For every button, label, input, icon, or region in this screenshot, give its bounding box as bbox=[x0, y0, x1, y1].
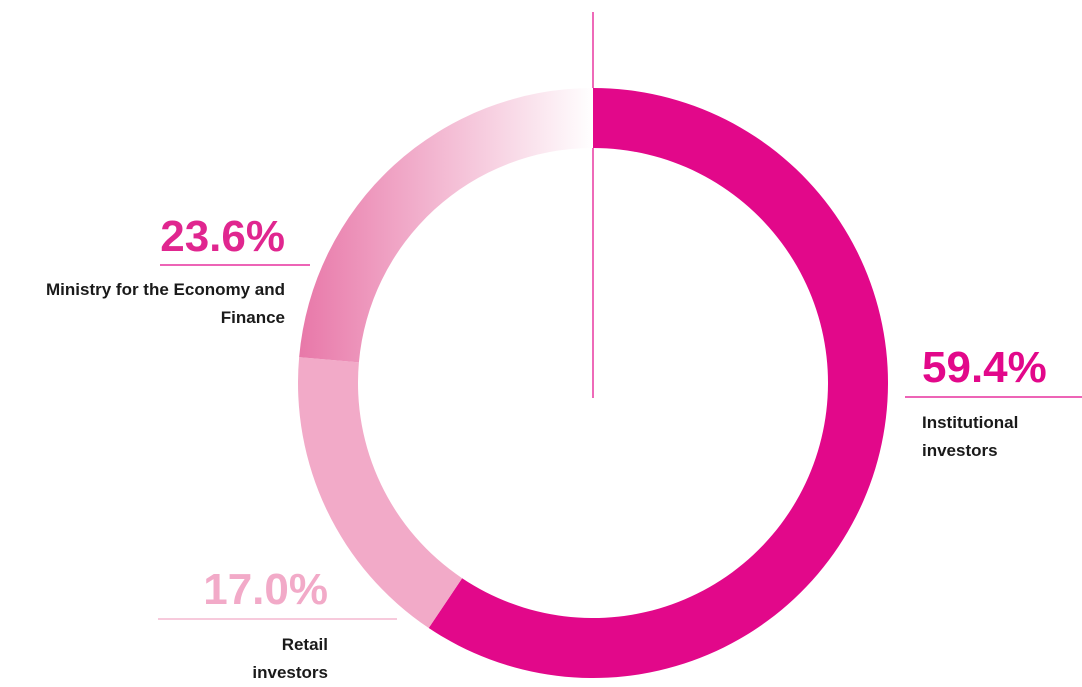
category-label: Institutional investors bbox=[922, 413, 1019, 460]
value-label: 59.4% bbox=[922, 343, 1047, 392]
donut-slice bbox=[428, 88, 888, 678]
value-label: 23.6% bbox=[160, 212, 285, 261]
donut-slice bbox=[299, 88, 593, 363]
value-label: 17.0% bbox=[203, 565, 328, 614]
category-label: Retail investors bbox=[252, 635, 328, 682]
category-label: Ministry for the Economy and Finance bbox=[46, 280, 285, 327]
donut-slice bbox=[297, 357, 463, 629]
